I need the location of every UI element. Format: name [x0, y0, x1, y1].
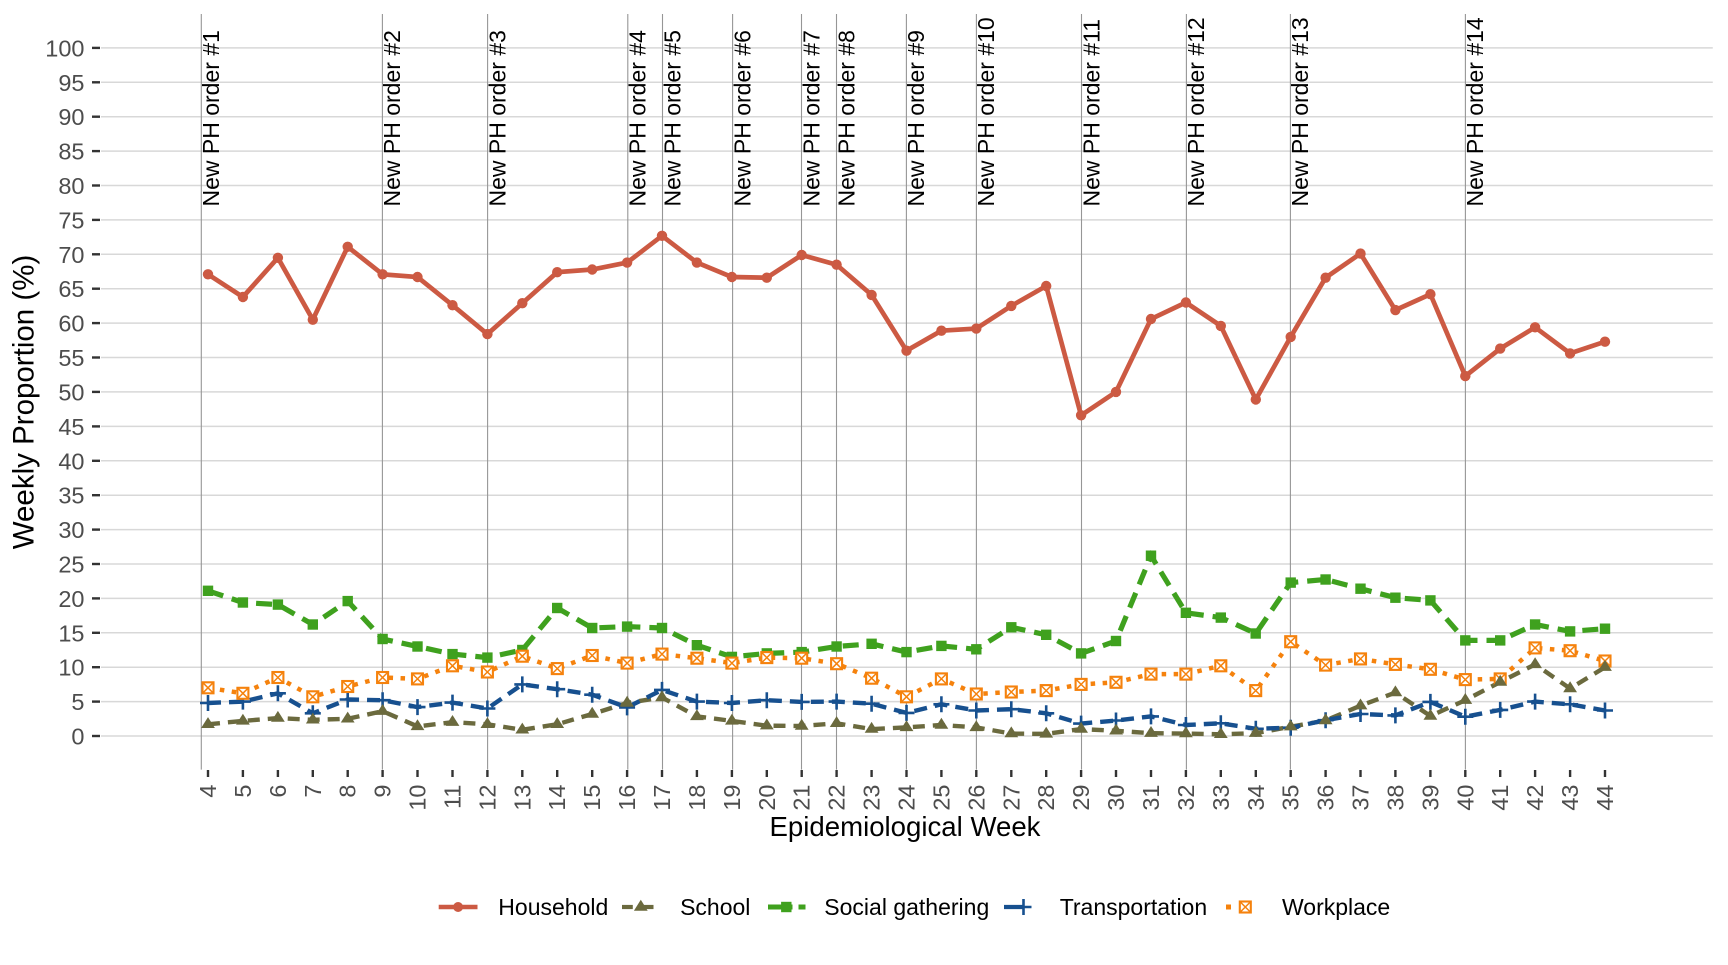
svg-text:20: 20 [754, 785, 780, 811]
svg-text:New PH order #6: New PH order #6 [729, 30, 755, 206]
svg-text:New PH order #7: New PH order #7 [798, 30, 824, 206]
svg-text:New PH order #12: New PH order #12 [1183, 17, 1209, 206]
svg-text:35: 35 [1278, 785, 1304, 811]
svg-text:55: 55 [58, 345, 84, 371]
svg-text:26: 26 [963, 785, 989, 811]
svg-text:22: 22 [824, 785, 850, 811]
svg-text:42: 42 [1522, 785, 1548, 811]
svg-text:0: 0 [71, 724, 84, 750]
svg-text:75: 75 [58, 207, 84, 233]
svg-text:New PH order #13: New PH order #13 [1287, 17, 1313, 206]
svg-text:School: School [680, 894, 750, 920]
svg-text:5: 5 [71, 689, 84, 715]
svg-text:38: 38 [1382, 785, 1408, 811]
svg-text:6: 6 [265, 785, 291, 798]
svg-text:15: 15 [58, 620, 84, 646]
svg-text:Weekly Proportion (%): Weekly Proportion (%) [8, 255, 41, 550]
svg-text:15: 15 [579, 785, 605, 811]
svg-text:17: 17 [649, 785, 675, 811]
svg-text:34: 34 [1243, 785, 1269, 811]
svg-text:5: 5 [230, 785, 256, 798]
svg-text:Epidemiological Week: Epidemiological Week [770, 811, 1041, 842]
svg-text:30: 30 [1103, 785, 1129, 811]
svg-text:New PH order #9: New PH order #9 [903, 30, 929, 206]
svg-text:New PH order #2: New PH order #2 [379, 30, 405, 206]
svg-text:13: 13 [509, 785, 535, 811]
svg-text:Transportation: Transportation [1060, 894, 1207, 920]
svg-text:16: 16 [614, 785, 640, 811]
svg-text:100: 100 [45, 35, 84, 61]
svg-text:29: 29 [1068, 785, 1094, 811]
svg-text:New PH order #3: New PH order #3 [484, 30, 510, 206]
svg-text:40: 40 [58, 448, 84, 474]
svg-text:25: 25 [928, 785, 954, 811]
svg-text:36: 36 [1313, 785, 1339, 811]
svg-text:New PH order #8: New PH order #8 [833, 30, 859, 206]
svg-text:44: 44 [1592, 785, 1618, 811]
svg-text:New PH order #11: New PH order #11 [1078, 19, 1104, 207]
svg-text:14: 14 [544, 785, 570, 811]
svg-text:37: 37 [1348, 785, 1374, 811]
svg-text:25: 25 [58, 552, 84, 578]
svg-text:85: 85 [58, 139, 84, 165]
svg-text:20: 20 [58, 586, 84, 612]
svg-text:70: 70 [58, 242, 84, 268]
svg-text:10: 10 [405, 785, 431, 811]
svg-text:8: 8 [335, 785, 361, 798]
svg-text:43: 43 [1557, 785, 1583, 811]
svg-text:19: 19 [719, 785, 745, 811]
svg-text:4: 4 [195, 785, 221, 798]
svg-text:9: 9 [370, 785, 396, 798]
svg-text:35: 35 [58, 483, 84, 509]
svg-text:11: 11 [440, 785, 466, 809]
svg-text:95: 95 [58, 70, 84, 96]
svg-text:24: 24 [894, 785, 920, 811]
svg-text:40: 40 [1452, 785, 1478, 811]
svg-text:60: 60 [58, 311, 84, 337]
svg-text:80: 80 [58, 173, 84, 199]
svg-text:90: 90 [58, 104, 84, 130]
svg-text:New PH order #14: New PH order #14 [1462, 17, 1488, 206]
svg-text:65: 65 [58, 276, 84, 302]
svg-text:New PH order #4: New PH order #4 [625, 30, 651, 207]
svg-text:Workplace: Workplace [1282, 894, 1390, 920]
svg-text:21: 21 [789, 785, 815, 811]
svg-text:32: 32 [1173, 785, 1199, 811]
svg-text:12: 12 [474, 785, 500, 811]
svg-text:Social gathering: Social gathering [824, 894, 989, 920]
svg-text:New PH order #5: New PH order #5 [659, 30, 685, 206]
svg-text:50: 50 [58, 379, 84, 405]
svg-text:41: 41 [1487, 785, 1513, 811]
svg-text:31: 31 [1138, 785, 1164, 811]
svg-text:18: 18 [684, 785, 710, 811]
svg-text:39: 39 [1417, 785, 1443, 811]
svg-text:New PH order #1: New PH order #1 [198, 30, 224, 206]
svg-text:Household: Household [498, 894, 608, 920]
svg-text:28: 28 [1033, 785, 1059, 811]
svg-text:30: 30 [58, 517, 84, 543]
svg-text:45: 45 [58, 414, 84, 440]
svg-text:33: 33 [1208, 785, 1234, 811]
svg-text:New PH order #10: New PH order #10 [973, 17, 999, 206]
svg-text:7: 7 [300, 785, 326, 798]
svg-text:27: 27 [998, 785, 1024, 811]
svg-text:23: 23 [859, 785, 885, 811]
svg-text:10: 10 [58, 655, 84, 681]
